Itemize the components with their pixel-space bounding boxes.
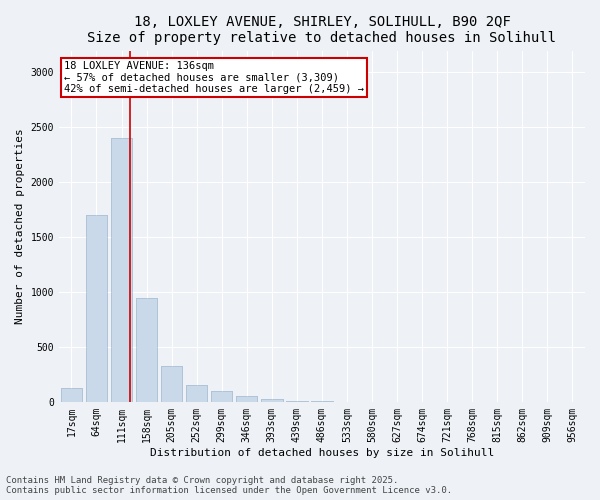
Bar [211, 391, 232, 402]
Bar [61, 388, 82, 402]
Bar [161, 366, 182, 402]
Bar [186, 385, 208, 402]
Bar [86, 215, 107, 402]
Bar [286, 400, 308, 402]
Bar [211, 391, 232, 402]
Bar [61, 388, 82, 402]
Y-axis label: Number of detached properties: Number of detached properties [15, 128, 25, 324]
Bar [136, 298, 157, 402]
Bar [111, 138, 132, 402]
Bar [111, 138, 132, 402]
Bar [236, 396, 257, 402]
Bar [236, 396, 257, 402]
Text: Contains HM Land Registry data © Crown copyright and database right 2025.
Contai: Contains HM Land Registry data © Crown c… [6, 476, 452, 495]
Text: 18 LOXLEY AVENUE: 136sqm
← 57% of detached houses are smaller (3,309)
42% of sem: 18 LOXLEY AVENUE: 136sqm ← 57% of detach… [64, 61, 364, 94]
Bar [261, 398, 283, 402]
Bar [136, 298, 157, 402]
Bar [86, 215, 107, 402]
Bar [261, 398, 283, 402]
Title: 18, LOXLEY AVENUE, SHIRLEY, SOLIHULL, B90 2QF
Size of property relative to detac: 18, LOXLEY AVENUE, SHIRLEY, SOLIHULL, B9… [88, 15, 556, 45]
X-axis label: Distribution of detached houses by size in Solihull: Distribution of detached houses by size … [150, 448, 494, 458]
Bar [186, 385, 208, 402]
Bar [161, 366, 182, 402]
Bar [286, 400, 308, 402]
